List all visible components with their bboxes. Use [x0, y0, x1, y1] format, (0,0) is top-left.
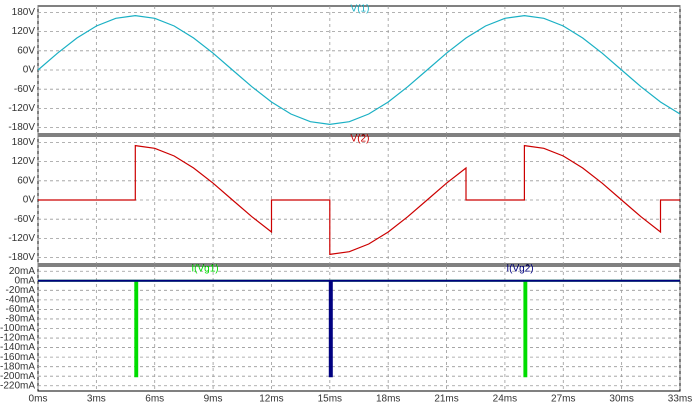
- x-tick-label: 27ms: [551, 394, 575, 405]
- y-tick-label: 0V: [23, 195, 36, 206]
- trace-label: V(2): [351, 134, 370, 145]
- x-tick-label: 21ms: [434, 394, 458, 405]
- trace-label: I(Vg1): [191, 264, 218, 275]
- x-tick-label: 15ms: [318, 394, 342, 405]
- y-tick-label: 60V: [17, 175, 35, 186]
- y-tick-label: 60V: [17, 45, 35, 56]
- x-tick-label: 3ms: [87, 394, 106, 405]
- trace: [37, 14, 681, 126]
- y-tick-label: -160mA: [0, 352, 35, 363]
- x-tick-label: 33ms: [668, 394, 692, 405]
- y-tick-label: -180mA: [0, 361, 35, 372]
- y-tick-label: -120mA: [0, 333, 35, 344]
- y-tick-label: -20mA: [6, 285, 36, 296]
- x-tick-label: 0ms: [29, 394, 48, 405]
- y-tick-label: 180V: [12, 137, 36, 148]
- y-tick-label: -220mA: [0, 380, 35, 391]
- trace: [38, 144, 680, 256]
- x-tick-label: 18ms: [376, 394, 400, 405]
- y-tick-label: -60V: [14, 214, 35, 225]
- y-tick-label: -40mA: [6, 295, 36, 306]
- y-tick-label: -120V: [8, 103, 35, 114]
- x-tick-label: 12ms: [259, 394, 283, 405]
- y-tick-label: -60V: [14, 84, 35, 95]
- y-tick-label: 0V: [23, 65, 36, 76]
- trace-label: V(1): [351, 4, 370, 15]
- y-tick-label: 0mA: [14, 275, 35, 286]
- x-tick-label: 9ms: [204, 394, 223, 405]
- x-tick-label: 24ms: [493, 394, 517, 405]
- y-tick-label: 120V: [12, 26, 36, 37]
- trace: [38, 279, 680, 378]
- y-tick-label: -200mA: [0, 371, 35, 382]
- y-tick-label: -80mA: [6, 314, 36, 325]
- y-tick-label: -140mA: [0, 342, 35, 353]
- y-tick-label: -60mA: [6, 304, 36, 315]
- x-tick-label: 30ms: [609, 394, 633, 405]
- y-tick-label: 20mA: [9, 266, 35, 277]
- trace: [38, 279, 680, 378]
- y-tick-label: 180V: [12, 7, 36, 18]
- y-tick-label: -120V: [8, 233, 35, 244]
- y-tick-label: -180V: [8, 122, 35, 133]
- y-tick-label: -180V: [8, 252, 35, 263]
- y-tick-label: -100mA: [0, 323, 35, 334]
- x-tick-label: 6ms: [145, 394, 164, 405]
- trace-label: I(Vg2): [506, 264, 533, 275]
- y-tick-label: 120V: [12, 156, 36, 167]
